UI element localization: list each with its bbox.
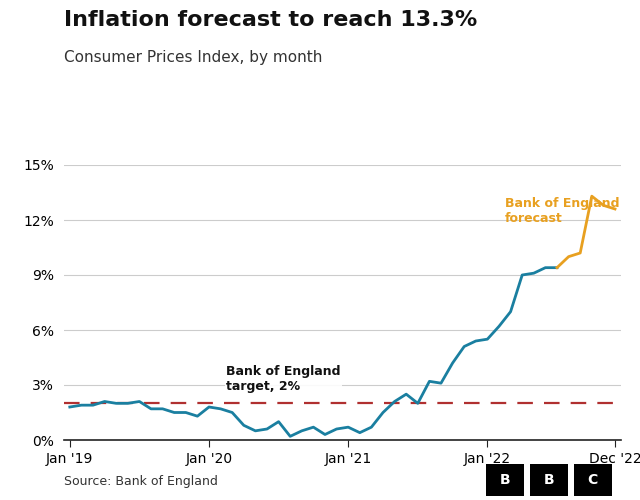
Bar <box>486 464 524 496</box>
Text: B: B <box>500 473 511 487</box>
Text: Inflation forecast to reach 13.3%: Inflation forecast to reach 13.3% <box>64 10 477 30</box>
Text: Source: Bank of England: Source: Bank of England <box>64 474 218 488</box>
Bar <box>530 464 568 496</box>
Text: Consumer Prices Index, by month: Consumer Prices Index, by month <box>64 50 323 65</box>
Bar <box>573 464 612 496</box>
Text: B: B <box>544 473 554 487</box>
Text: C: C <box>588 473 598 487</box>
Text: Bank of England
forecast: Bank of England forecast <box>505 197 620 225</box>
Text: Bank of England
target, 2%: Bank of England target, 2% <box>227 365 341 393</box>
